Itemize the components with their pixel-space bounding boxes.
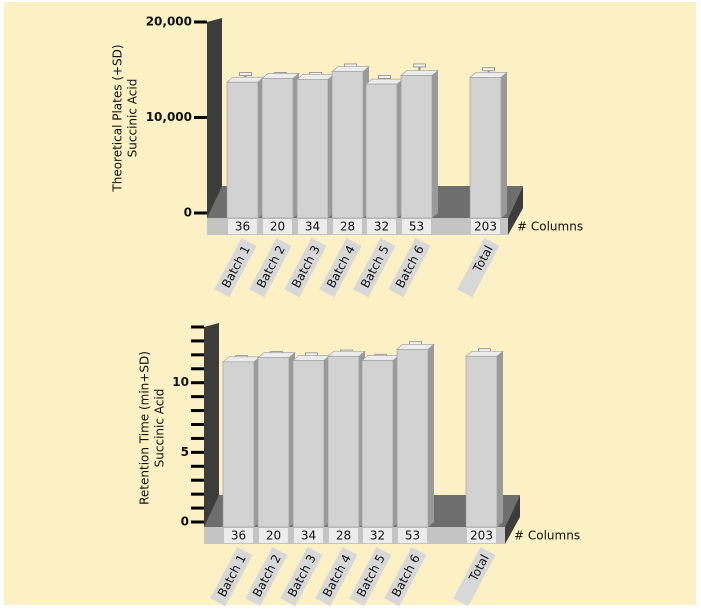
bar-top [226, 76, 265, 83]
back-wall [204, 323, 219, 544]
count-cell [263, 219, 292, 234]
bar-top [331, 66, 370, 72]
bar [361, 360, 394, 528]
count-cell [228, 219, 257, 234]
bar-side [432, 70, 438, 218]
column-count: 20 [270, 220, 285, 234]
count-cell [329, 528, 358, 543]
bar [257, 357, 290, 528]
count-cell [294, 528, 323, 543]
bar-top [257, 352, 296, 358]
column-count-label: # Columns [514, 529, 580, 543]
y-axis-label: Theoretical Plates (+SD) [111, 44, 125, 192]
column-count: 28 [340, 220, 355, 234]
column-count: 53 [409, 220, 424, 234]
column-count: 36 [235, 220, 250, 234]
bar [365, 83, 398, 219]
bar [292, 360, 325, 528]
bar-top [296, 74, 335, 80]
bar-top [465, 350, 504, 357]
y-axis-label: Retention Time (min+SD) [138, 351, 152, 505]
category-label-bg [214, 238, 257, 298]
column-count: 28 [336, 529, 351, 543]
bar [222, 361, 255, 528]
error-cap [378, 74, 391, 79]
category-label-bg [249, 238, 292, 298]
y-tick-label: 5 [181, 445, 189, 459]
back-wall [207, 18, 222, 235]
category-label-bg [245, 547, 288, 607]
bar-top [361, 355, 400, 361]
error-cap [413, 63, 426, 68]
y-tick-label: 20,000 [146, 15, 192, 29]
bar-top [400, 70, 439, 76]
bar [261, 78, 294, 219]
category-label-bg [349, 547, 392, 607]
bar [327, 355, 360, 528]
floor-side [508, 186, 523, 235]
count-cell [224, 528, 253, 543]
bar-top [327, 350, 366, 357]
column-count-label: # Columns [517, 220, 583, 234]
bar [469, 77, 502, 219]
bar-top [396, 343, 435, 350]
count-cell [471, 219, 500, 234]
bar [396, 348, 429, 528]
bar-side [501, 72, 507, 218]
category-label-bg [457, 238, 500, 298]
bar-top [292, 355, 331, 361]
count-cell [467, 528, 496, 543]
bar-top [261, 73, 300, 79]
y-tick-label: 0 [181, 515, 189, 529]
count-cell [333, 219, 362, 234]
bar [226, 81, 259, 219]
y-tick-label: 0 [184, 206, 192, 220]
bar-side [497, 351, 503, 527]
y-axis-label: Succinic Acid [126, 79, 140, 158]
count-cell [398, 528, 427, 543]
category-label-bg [388, 238, 431, 298]
count-cell [363, 528, 392, 543]
bar [400, 75, 433, 219]
count-cell [298, 219, 327, 234]
error-cap [239, 72, 252, 76]
column-count: 32 [374, 220, 389, 234]
y-tick-label: 10 [172, 375, 189, 389]
count-cell [367, 219, 396, 234]
column-count: 20 [266, 529, 281, 543]
category-label-bg [384, 547, 427, 607]
y-axis-label: Succinic Acid [153, 389, 167, 468]
bar-top [469, 72, 508, 78]
column-count: 53 [405, 529, 420, 543]
y-tick-label: 10,000 [146, 110, 192, 124]
category-label-bg [353, 238, 396, 298]
bar-side [428, 344, 434, 527]
bar [465, 355, 498, 528]
count-cell [259, 528, 288, 543]
bar-top [222, 356, 261, 363]
column-count: 36 [231, 529, 246, 543]
category-label-bg [284, 238, 327, 298]
category-label-bg [315, 547, 358, 607]
category-label-bg [319, 238, 362, 298]
category-label-bg [453, 547, 496, 607]
floor-side [505, 495, 520, 544]
bar [296, 79, 329, 219]
category-label-bg [210, 547, 253, 607]
category-label-bg [280, 547, 323, 607]
count-cell [402, 219, 431, 234]
column-count: 203 [474, 220, 497, 234]
bar-top [365, 78, 404, 85]
column-count: 34 [305, 220, 320, 234]
column-count: 32 [370, 529, 385, 543]
bar [331, 71, 364, 219]
column-count: 203 [470, 529, 493, 543]
column-count: 34 [301, 529, 316, 543]
error-cap [482, 67, 495, 72]
